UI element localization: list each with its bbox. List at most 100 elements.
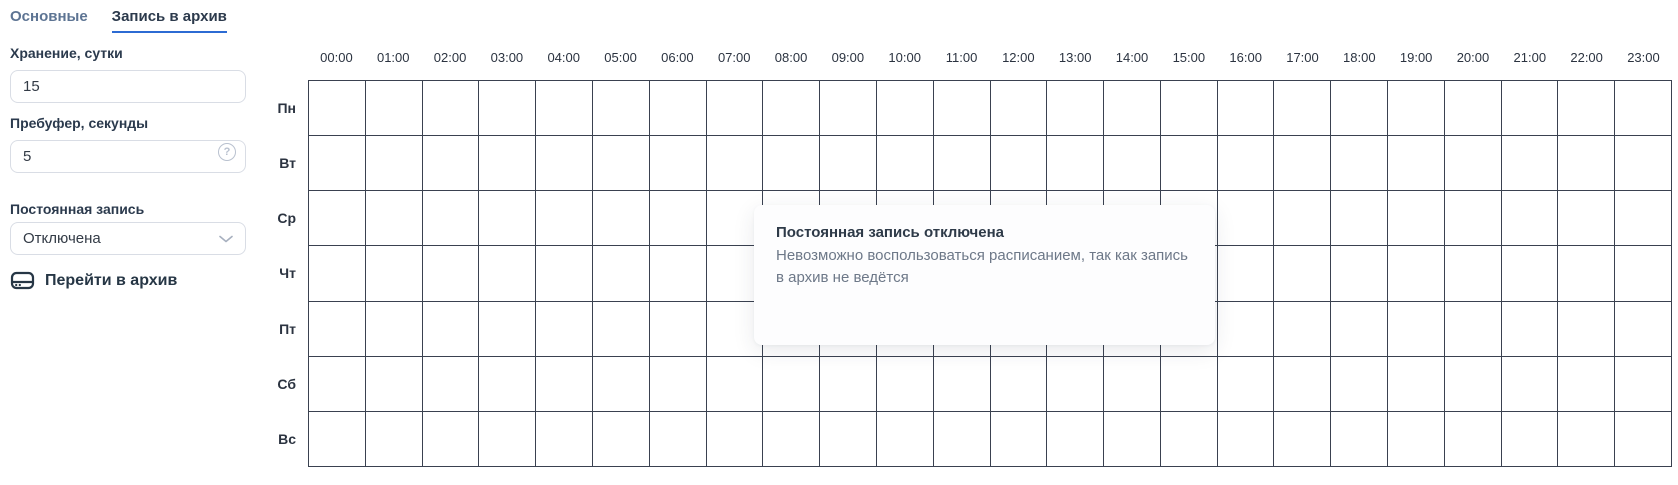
schedule-cell[interactable]: [536, 301, 593, 357]
schedule-cell[interactable]: [1217, 81, 1275, 137]
schedule-cell[interactable]: [1217, 411, 1275, 467]
schedule-cell[interactable]: [536, 411, 593, 467]
schedule-cell[interactable]: [820, 411, 877, 467]
schedule-cell[interactable]: [1331, 191, 1389, 247]
schedule-cell[interactable]: [1160, 356, 1218, 412]
tab-main[interactable]: Основные: [10, 8, 88, 25]
schedule-cell[interactable]: [1160, 81, 1218, 137]
schedule-cell[interactable]: [309, 81, 366, 137]
schedule-cell[interactable]: [1615, 356, 1672, 412]
schedule-cell[interactable]: [1274, 301, 1332, 357]
schedule-cell[interactable]: [1047, 136, 1105, 192]
schedule-cell[interactable]: [763, 81, 821, 137]
schedule-cell[interactable]: [592, 81, 650, 137]
schedule-cell[interactable]: [1217, 356, 1275, 412]
schedule-cell[interactable]: [365, 191, 423, 247]
schedule-cell[interactable]: [1615, 411, 1672, 467]
schedule-cell[interactable]: [479, 246, 537, 302]
schedule-cell[interactable]: [649, 411, 707, 467]
schedule-cell[interactable]: [479, 191, 537, 247]
schedule-cell[interactable]: [536, 191, 593, 247]
schedule-cell[interactable]: [1217, 136, 1275, 192]
schedule-cell[interactable]: [1501, 356, 1559, 412]
schedule-cell[interactable]: [592, 301, 650, 357]
schedule-cell[interactable]: [706, 136, 764, 192]
schedule-cell[interactable]: [1444, 246, 1502, 302]
schedule-cell[interactable]: [365, 136, 423, 192]
schedule-cell[interactable]: [1615, 246, 1672, 302]
schedule-cell[interactable]: [933, 81, 991, 137]
schedule-cell[interactable]: [479, 411, 537, 467]
schedule-cell[interactable]: [1388, 246, 1445, 302]
schedule-cell[interactable]: [876, 136, 934, 192]
schedule-cell[interactable]: [876, 356, 934, 412]
schedule-cell[interactable]: [1558, 136, 1616, 192]
schedule-cell[interactable]: [1558, 356, 1616, 412]
schedule-cell[interactable]: [592, 191, 650, 247]
schedule-cell[interactable]: [649, 81, 707, 137]
schedule-cell[interactable]: [706, 411, 764, 467]
schedule-cell[interactable]: [309, 246, 366, 302]
schedule-cell[interactable]: [876, 81, 934, 137]
schedule-cell[interactable]: [536, 136, 593, 192]
schedule-cell[interactable]: [933, 411, 991, 467]
schedule-cell[interactable]: [1274, 136, 1332, 192]
schedule-cell[interactable]: [763, 136, 821, 192]
schedule-cell[interactable]: [365, 411, 423, 467]
schedule-cell[interactable]: [1558, 191, 1616, 247]
schedule-cell[interactable]: [1047, 81, 1105, 137]
schedule-cell[interactable]: [365, 301, 423, 357]
help-icon[interactable]: ?: [218, 143, 236, 161]
schedule-cell[interactable]: [309, 301, 366, 357]
prebuffer-seconds-input[interactable]: [10, 140, 246, 173]
schedule-cell[interactable]: [479, 301, 537, 357]
schedule-cell[interactable]: [592, 136, 650, 192]
schedule-cell[interactable]: [876, 411, 934, 467]
schedule-cell[interactable]: [479, 356, 537, 412]
schedule-cell[interactable]: [422, 246, 480, 302]
schedule-cell[interactable]: [933, 356, 991, 412]
schedule-cell[interactable]: [1501, 136, 1559, 192]
schedule-cell[interactable]: [1444, 301, 1502, 357]
schedule-cell[interactable]: [1331, 411, 1389, 467]
schedule-cell[interactable]: [990, 411, 1048, 467]
schedule-cell[interactable]: [1331, 356, 1389, 412]
schedule-cell[interactable]: [820, 356, 877, 412]
schedule-cell[interactable]: [1331, 136, 1389, 192]
storage-days-input[interactable]: [10, 70, 246, 103]
schedule-cell[interactable]: [1501, 246, 1559, 302]
schedule-cell[interactable]: [1444, 136, 1502, 192]
tab-archive-recording[interactable]: Запись в архив: [111, 8, 227, 33]
schedule-cell[interactable]: [1558, 246, 1616, 302]
schedule-cell[interactable]: [536, 356, 593, 412]
schedule-cell[interactable]: [1501, 81, 1559, 137]
go-to-archive-button[interactable]: Перейти в архив: [10, 270, 177, 291]
schedule-cell[interactable]: [1444, 356, 1502, 412]
schedule-cell[interactable]: [1444, 81, 1502, 137]
schedule-cell[interactable]: [1274, 191, 1332, 247]
schedule-cell[interactable]: [365, 81, 423, 137]
schedule-cell[interactable]: [1615, 301, 1672, 357]
schedule-cell[interactable]: [933, 136, 991, 192]
schedule-cell[interactable]: [1104, 411, 1161, 467]
schedule-cell[interactable]: [1160, 411, 1218, 467]
schedule-cell[interactable]: [1104, 136, 1161, 192]
schedule-cell[interactable]: [1388, 356, 1445, 412]
schedule-cell[interactable]: [649, 246, 707, 302]
schedule-cell[interactable]: [309, 191, 366, 247]
schedule-cell[interactable]: [1047, 356, 1105, 412]
schedule-cell[interactable]: [1160, 301, 1218, 357]
schedule-cell[interactable]: [649, 136, 707, 192]
schedule-cell[interactable]: [592, 356, 650, 412]
schedule-cell[interactable]: [649, 356, 707, 412]
schedule-cell[interactable]: [422, 81, 480, 137]
schedule-cell[interactable]: [479, 136, 537, 192]
schedule-cell[interactable]: [1104, 81, 1161, 137]
schedule-cell[interactable]: [990, 136, 1048, 192]
schedule-cell[interactable]: [990, 81, 1048, 137]
schedule-cell[interactable]: [422, 136, 480, 192]
schedule-cell[interactable]: [1501, 191, 1559, 247]
schedule-cell[interactable]: [536, 81, 593, 137]
schedule-cell[interactable]: [763, 356, 821, 412]
schedule-cell[interactable]: [706, 81, 764, 137]
